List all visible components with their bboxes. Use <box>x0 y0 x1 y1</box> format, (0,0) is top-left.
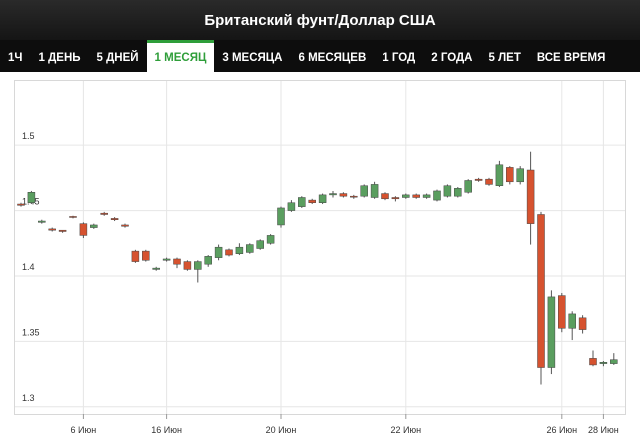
candle-body <box>48 228 56 231</box>
candle-body <box>402 194 410 198</box>
candle-body <box>90 224 98 228</box>
range-tab[interactable]: 6 МЕСЯЦЕВ <box>298 51 367 64</box>
candle-body <box>235 246 244 254</box>
candle-body <box>142 250 150 261</box>
candle-body <box>381 193 389 200</box>
candle-body <box>38 220 46 223</box>
candle-body <box>173 258 181 265</box>
candle-body <box>526 169 535 224</box>
page-title: Британский фунт/Доллар США <box>204 11 436 29</box>
candle-body <box>152 267 160 270</box>
range-tab[interactable]: 2 ГОДА <box>431 51 473 64</box>
candle-body <box>110 218 119 220</box>
candle-body <box>422 194 431 198</box>
range-tab[interactable]: 1 МЕСЯЦ <box>146 40 215 72</box>
candle-body <box>360 185 368 197</box>
range-tab[interactable]: 1 ДЕНЬ <box>38 51 81 64</box>
range-tab[interactable]: 3 МЕСЯЦА <box>222 51 283 64</box>
candle-body <box>568 313 576 329</box>
candle-body <box>599 362 608 364</box>
candle-body <box>578 317 587 330</box>
candle-body <box>225 249 233 256</box>
x-tick-label: 16 Июн <box>151 425 182 435</box>
candle-body <box>412 194 420 198</box>
candle-body <box>391 197 400 200</box>
candle-body <box>131 250 140 262</box>
x-tick-label: 28 Июн <box>588 425 619 435</box>
candle-body <box>287 202 296 211</box>
candle-body <box>506 167 514 183</box>
candle-body <box>537 214 545 368</box>
y-tick-label: 1.3 <box>22 393 35 403</box>
candle-body <box>27 192 36 203</box>
candle-body <box>589 358 597 366</box>
candle-body <box>485 178 493 185</box>
candle-body <box>266 235 275 244</box>
range-tab[interactable]: 5 ДНЕЙ <box>96 51 139 64</box>
y-tick-label: 1.4 <box>22 262 35 272</box>
candle-body <box>277 207 285 226</box>
candle-body <box>298 197 306 207</box>
y-tick-label: 1.5 <box>22 131 35 141</box>
range-tab[interactable]: 1Ч <box>8 51 23 64</box>
range-tab[interactable]: 5 ЛЕТ <box>488 51 521 64</box>
candle-body <box>121 224 129 227</box>
tab-bar: 1Ч 1 ДЕНЬ 5 ДНЕЙ 1 МЕСЯЦ 3 МЕСЯЦА 6 МЕСЯЦЕВ 1 … <box>0 40 640 72</box>
candle-body <box>464 180 472 193</box>
candle-body <box>79 223 88 236</box>
candle-body <box>558 295 566 329</box>
candle-body <box>474 178 483 181</box>
candle-body <box>443 185 452 197</box>
candle-body <box>162 258 171 261</box>
candle-body <box>495 164 504 186</box>
candle-body <box>246 244 254 253</box>
candle-body <box>100 212 108 215</box>
x-tick-label: 20 Июн <box>266 425 297 435</box>
candle-body <box>339 193 348 197</box>
candle-body <box>329 193 337 196</box>
candle-body <box>69 216 77 218</box>
candle-body <box>194 261 202 270</box>
candle-body <box>183 261 192 270</box>
plot-frame <box>14 80 626 415</box>
x-tick-label: 26 Июн <box>546 425 577 435</box>
y-tick-label: 1.35 <box>22 327 40 337</box>
range-tab[interactable]: ВСЕ ВРЕМЯ <box>536 51 606 64</box>
title-bar: Британский фунт/Доллар США <box>0 0 640 40</box>
candle-body <box>610 359 618 364</box>
candle-body <box>350 195 358 198</box>
candle-body <box>58 229 67 232</box>
candle-body <box>370 184 379 198</box>
candle-body <box>214 246 223 258</box>
candle-body <box>318 194 327 203</box>
candle-body <box>256 240 264 249</box>
x-tick-label: 22 Июн <box>390 425 421 435</box>
candle-body <box>308 199 316 203</box>
candle-body <box>547 296 556 368</box>
candle-body <box>17 203 25 206</box>
candle-body <box>433 190 441 201</box>
range-tab[interactable]: 1 ГОД <box>382 51 416 64</box>
candle-body <box>454 188 462 197</box>
candle-body <box>516 168 524 183</box>
candle-body <box>204 256 212 265</box>
x-tick-label: 6 Июн <box>71 425 97 435</box>
